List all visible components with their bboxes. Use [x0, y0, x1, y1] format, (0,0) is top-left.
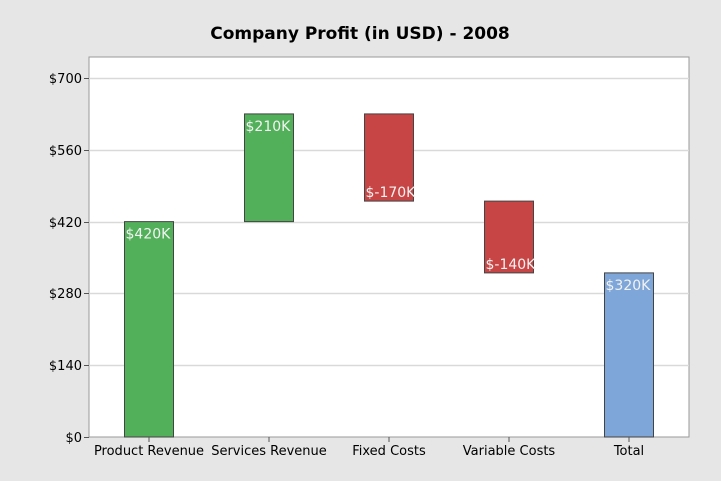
chart-title: Company Profit (in USD) - 2008 — [210, 24, 510, 44]
bar-product-revenue — [124, 221, 174, 438]
bar-services-revenue — [244, 113, 294, 223]
x-tick-label: Fixed Costs — [352, 444, 426, 459]
y-tick-label: $700 — [49, 72, 82, 87]
bar-total — [604, 272, 654, 438]
y-tick-label: $560 — [49, 144, 82, 159]
x-tick-label: Services Revenue — [211, 444, 327, 459]
x-tick-label: Product Revenue — [94, 444, 204, 459]
x-tick-label: Variable Costs — [463, 444, 556, 459]
bar-variable-costs — [484, 200, 534, 274]
x-tick-label: Total — [613, 444, 644, 459]
y-tick-label: $420 — [49, 216, 82, 231]
data-label: $320K — [606, 278, 652, 294]
data-label: $-170K — [366, 185, 417, 201]
bar-fixed-costs — [364, 113, 414, 202]
data-label: $210K — [246, 119, 292, 135]
y-tick-label: $280 — [49, 287, 82, 302]
data-label: $-140K — [486, 257, 537, 273]
y-tick-label: $0 — [65, 431, 82, 446]
y-tick-label: $140 — [49, 359, 82, 374]
data-label: $420K — [126, 227, 172, 243]
